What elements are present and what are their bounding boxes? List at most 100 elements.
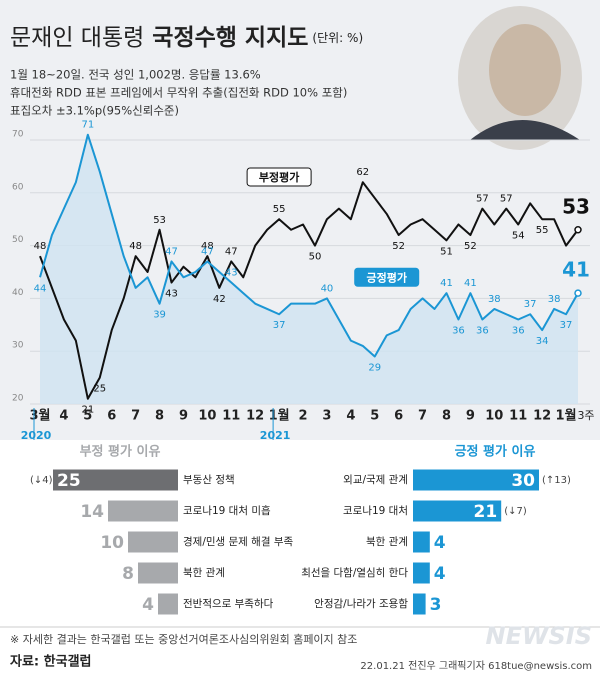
end-marker: [574, 289, 582, 297]
note: 표집오차 ±3.1%p(95%신뢰수준): [10, 104, 179, 118]
data-label: 25: [93, 384, 106, 395]
x-tick-label: 12: [533, 409, 551, 424]
bar: [413, 469, 539, 491]
category-label: 경제/민생 문제 해결 부족: [183, 535, 293, 548]
x-tick-label: 10: [485, 409, 503, 424]
bar-title: 부정 평가 이유: [80, 444, 161, 460]
data-label: 71: [81, 120, 94, 131]
year-label: 2021: [260, 429, 291, 442]
data-label: 52: [464, 241, 477, 252]
title-bold: 국정수행 지지도: [152, 25, 308, 51]
footer-note: ※ 자세한 결과는 한국갤럽 또는 중앙선거여론조사심의위원회 홈페이지 참조: [10, 632, 357, 646]
bar: [158, 593, 178, 615]
bar: [128, 531, 178, 553]
x-tick-label: 4: [59, 409, 68, 424]
bar-title: 긍정 평가 이유: [455, 444, 536, 460]
category-label: 북한 관계: [366, 536, 408, 548]
x-tick-label: 5: [83, 409, 92, 424]
x-tick-label: 3주: [577, 409, 594, 422]
data-label: 52: [392, 241, 405, 252]
title: 문재인 대통령 국정수행 지지도 (단위: %): [10, 25, 363, 51]
bar: [108, 500, 178, 522]
note: 1월 18~20일. 전국 성인 1,002명. 응답률 13.6%: [10, 68, 261, 82]
x-tick-label: 3월: [29, 408, 50, 424]
change-label: (↓7): [504, 506, 527, 517]
data-label: 30: [511, 471, 535, 491]
data-label: 48: [34, 241, 47, 252]
data-label: 37: [273, 320, 286, 331]
data-label: 50: [309, 252, 322, 263]
data-label: 41: [464, 278, 477, 289]
x-tick-label: 11: [222, 409, 240, 424]
data-label: 36: [512, 326, 525, 337]
data-label: 54: [512, 230, 525, 241]
data-label: 14: [80, 502, 104, 522]
data-label: 29: [368, 362, 381, 373]
data-label: 34: [536, 336, 549, 347]
data-label: 4: [434, 533, 446, 553]
data-label: 48: [201, 241, 214, 252]
data-label: 47: [225, 246, 238, 257]
category-label: 북한 관계: [183, 567, 225, 579]
x-tick-label: 3: [322, 409, 331, 424]
data-label: 37: [524, 299, 537, 310]
line: [39, 181, 579, 400]
data-label: 10: [100, 533, 124, 553]
data-label: 4: [434, 564, 446, 584]
data-label: 36: [452, 326, 465, 337]
change-label: (↓4): [30, 475, 53, 486]
y-tick-label: 60: [12, 182, 24, 192]
data-label: 21: [81, 405, 94, 416]
x-tick-label: 8: [155, 409, 164, 424]
category-label: 외교/국제 관계: [343, 474, 408, 486]
data-label: 48: [129, 241, 142, 252]
data-label: 41: [440, 278, 453, 289]
data-label: 37: [560, 320, 573, 331]
y-tick-label: 40: [12, 288, 24, 298]
x-tick-label: 12: [246, 409, 264, 424]
series-label-box: [246, 167, 312, 187]
data-label: 53: [562, 194, 590, 218]
data-label: 39: [153, 310, 166, 321]
x-tick-label: 7: [418, 409, 427, 424]
data-label: 38: [548, 294, 561, 305]
y-tick-label: 30: [12, 341, 24, 351]
data-label: 38: [488, 294, 501, 305]
bar: [413, 593, 426, 615]
data-label: 47: [165, 246, 178, 257]
category-label: 전반적으로 부족하다: [183, 597, 274, 610]
watermark: NEWSIS: [486, 622, 592, 650]
area: [40, 134, 578, 404]
change-label: (↑13): [542, 475, 571, 486]
portrait-suit: [470, 120, 580, 140]
category-label: 부동산 정책: [183, 474, 235, 486]
x-tick-label: 2: [298, 409, 307, 424]
data-label: 36: [476, 326, 489, 337]
data-label: 44: [34, 283, 47, 294]
bar: [413, 562, 430, 584]
x-tick-label: 9: [179, 409, 188, 424]
bar: [413, 531, 430, 553]
data-label: 62: [356, 167, 369, 178]
data-label: 51: [440, 246, 453, 257]
bar: [53, 469, 178, 491]
series-label-box: [354, 267, 420, 287]
data-label: 47: [201, 246, 214, 257]
data-label: 42: [213, 294, 226, 305]
category-label: 최선을 다함/열심히 한다: [301, 567, 408, 579]
legend-label: 긍정평가: [366, 270, 406, 284]
x-tick-label: 9: [466, 409, 475, 424]
data-label: 3: [430, 595, 442, 615]
data-label: 25: [57, 471, 81, 491]
data-label: 57: [500, 194, 513, 205]
data-label: 4: [142, 595, 154, 615]
category-label: 코로나19 대처 미흡: [183, 504, 271, 517]
unit: (단위: %): [312, 31, 363, 45]
bar: [413, 500, 502, 522]
category-label: 안정감/나라가 조용함: [314, 598, 408, 610]
title-plain: 문재인 대통령: [10, 25, 144, 51]
x-tick-label: 7: [131, 409, 140, 424]
x-tick-label: 10: [198, 409, 216, 424]
